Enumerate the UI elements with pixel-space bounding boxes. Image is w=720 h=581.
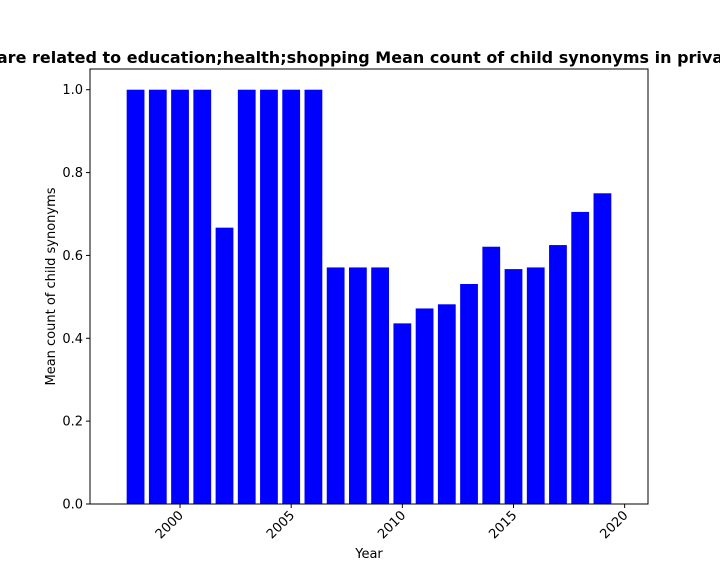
bar-2002 bbox=[215, 227, 234, 505]
bar-1999 bbox=[148, 89, 167, 505]
x-tick-label-2020: 2020 bbox=[597, 508, 631, 542]
bar-2012 bbox=[437, 304, 456, 504]
x-axis-label: Year bbox=[354, 547, 383, 562]
bar-2000 bbox=[171, 89, 189, 505]
y-tick-label-2: 0.4 bbox=[62, 332, 83, 347]
bar-1998 bbox=[126, 89, 145, 505]
chart-title: …are related to education;health;shoppin… bbox=[0, 48, 720, 67]
x-tick-label-2015: 2015 bbox=[486, 508, 520, 542]
bar-2003 bbox=[237, 89, 256, 505]
y-tick-label-1: 0.2 bbox=[62, 415, 83, 430]
y-axis-ticks: 0.0 0.2 0.4 0.6 0.8 1.0 bbox=[62, 83, 90, 513]
bar-2019 bbox=[593, 193, 612, 505]
y-tick-label-0: 0.0 bbox=[62, 498, 83, 513]
bar-2016 bbox=[526, 267, 545, 504]
bar-2017 bbox=[549, 245, 567, 504]
x-tick-label-2000: 2000 bbox=[153, 508, 187, 542]
bars-group bbox=[126, 89, 612, 505]
bar-2009 bbox=[371, 267, 389, 504]
bar-2005 bbox=[282, 89, 301, 505]
x-axis-ticks: 2000 2005 2010 2015 2020 bbox=[153, 504, 631, 542]
bar-2010 bbox=[393, 323, 412, 504]
bar-2004 bbox=[260, 89, 278, 505]
bar-2015 bbox=[504, 269, 523, 504]
x-tick-label-2010: 2010 bbox=[375, 508, 409, 542]
y-tick-label-3: 0.6 bbox=[62, 249, 83, 264]
bar-2007 bbox=[326, 267, 345, 504]
bar-2014 bbox=[482, 246, 501, 505]
y-axis-label: Mean count of child synonyms bbox=[44, 187, 59, 385]
bar-2006 bbox=[304, 89, 323, 505]
bar-2011 bbox=[415, 308, 434, 504]
x-tick-label-2005: 2005 bbox=[264, 508, 298, 542]
bar-2001 bbox=[193, 89, 212, 505]
bar-2018 bbox=[571, 211, 590, 504]
y-tick-label-4: 0.8 bbox=[62, 166, 83, 181]
bar-2008 bbox=[348, 267, 367, 504]
axes-frame bbox=[89, 68, 649, 505]
y-tick-label-5: 1.0 bbox=[62, 83, 83, 98]
bar-2013 bbox=[460, 284, 478, 504]
